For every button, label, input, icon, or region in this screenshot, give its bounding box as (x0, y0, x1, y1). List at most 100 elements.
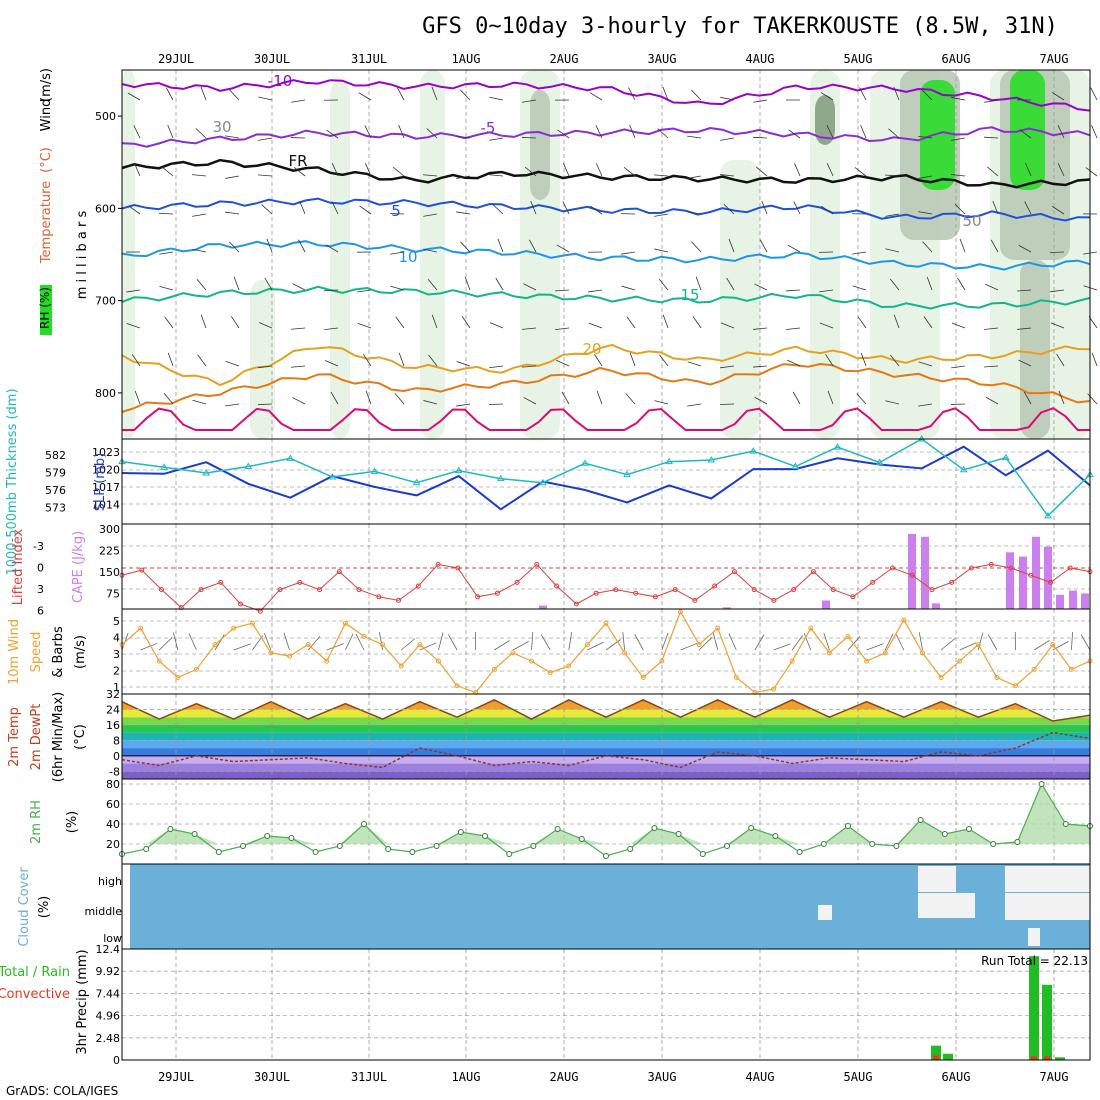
rh-point (699, 851, 706, 857)
wind-speed-point (193, 666, 199, 672)
thickness-point (412, 478, 421, 486)
thickness-axis-label: 1000-500mb Thickness (dm) (5, 388, 20, 575)
wind-speed-point (864, 658, 870, 664)
top-date-label: 29JUL (158, 52, 194, 66)
bottom-date-label: 30JUL (254, 1070, 290, 1084)
cloud-tick-label: low (103, 932, 122, 945)
isotherm-line-30 (122, 407, 1090, 431)
wind-barb (857, 316, 867, 329)
thickness-point (286, 454, 295, 461)
wind-barb (230, 316, 240, 329)
wind-barb (983, 136, 999, 139)
temp-band (122, 755, 1090, 764)
wind-barb (258, 322, 273, 329)
wind-speed-point (845, 633, 851, 639)
slp-line (121, 445, 1091, 511)
rh-point (578, 836, 585, 842)
wind-barb (959, 238, 966, 253)
wind-axis-label-2: Speed (29, 632, 44, 673)
wind-barb (492, 204, 504, 215)
thickness-point (665, 457, 674, 465)
wind-barb (291, 99, 306, 103)
top-date-label: 31JUL (351, 52, 387, 66)
bottom-date-label: 29JUL (158, 1070, 194, 1084)
wind-barb (427, 278, 438, 291)
wind-barb (456, 175, 471, 179)
wind-barb (291, 327, 306, 330)
wind-barb (489, 137, 504, 141)
li-tick-label: 3 (37, 583, 44, 596)
wind-barb (992, 200, 999, 215)
thickness-point (1044, 511, 1052, 519)
wind-barb (555, 327, 570, 330)
wind-speed-point (454, 683, 460, 689)
wind-barb (1091, 124, 1098, 139)
cape-bar (1006, 552, 1014, 609)
thickness-point (875, 458, 884, 465)
wind-tick-label: 3 (113, 648, 120, 661)
wind-barb (984, 327, 999, 330)
rh-point (554, 826, 561, 832)
wind-barb (225, 175, 240, 179)
thickness-tick-label: 576 (45, 484, 66, 497)
credit-label: GrADS: COLA/IGES (6, 1084, 118, 1098)
wind-axis-label-1: 10m Wind (7, 619, 22, 685)
lifted-index-point (613, 587, 619, 593)
wind-barb (390, 251, 405, 255)
wind-barb (720, 174, 735, 177)
surface-wind-barb (307, 636, 321, 651)
wind-barb (726, 277, 735, 291)
wind-barb (555, 289, 570, 292)
surface-wind-barb (438, 632, 444, 651)
wind-barb (690, 89, 702, 101)
wind-barb (595, 125, 603, 139)
wind-barb (456, 211, 471, 215)
cloud-patch (1028, 928, 1040, 946)
temp-tick-label: 8 (113, 734, 120, 747)
wind-barb (1091, 352, 1098, 367)
wind-barb (1057, 125, 1065, 139)
wind-barb (397, 87, 405, 101)
wind-speed-point (957, 658, 963, 664)
pressure-tick-label: 700 (95, 295, 116, 308)
lifted-index-point (692, 597, 698, 603)
wind-barb (1052, 92, 1065, 101)
wind-speed-point (771, 686, 777, 692)
isotherm-label: -5 (481, 119, 496, 137)
rh-legend-swatch (40, 285, 52, 335)
wind-speed-point (435, 658, 441, 664)
wind-tick-label: 5 (113, 615, 120, 628)
wind-speed-point (1013, 683, 1019, 689)
precip-panel: 12.4 9.92 7.44 4.96 2.48 0 Run Total = 22.13 To… (0, 943, 1091, 1067)
cloud-axis-label-2: (%) (37, 896, 52, 919)
thickness-tick-label: 573 (45, 502, 66, 515)
wind-barb (257, 403, 273, 406)
isotherm-line-10 (121, 240, 1091, 271)
wind-barb (489, 322, 504, 329)
surface-wind-barb (661, 632, 669, 651)
wind-barb (662, 314, 669, 329)
wind-speed-point (733, 675, 739, 681)
rh-shading (530, 90, 550, 200)
wind-barb (885, 174, 900, 177)
wind-speed-point (640, 675, 646, 681)
surface-wind-barb (531, 632, 534, 651)
rh-shading (250, 280, 275, 439)
wind-barb (888, 128, 900, 139)
rh-axis-label-1: 2m RH (29, 800, 44, 844)
wind-barb (1058, 390, 1065, 405)
wind-barb (258, 174, 273, 177)
wind-barb (556, 244, 570, 253)
wind-barb (825, 353, 834, 367)
thickness-point (707, 456, 716, 463)
wind-barb (720, 137, 735, 141)
wind-tick-label: 4 (113, 632, 120, 645)
lifted-index-point (336, 569, 342, 575)
rh-point (530, 843, 537, 849)
wind-barb (691, 241, 702, 253)
surface-wind-barb (959, 642, 977, 651)
wind-barb (728, 238, 735, 253)
wind-barb (1057, 163, 1065, 177)
rh-point (796, 849, 803, 855)
wind-barb (856, 393, 867, 405)
